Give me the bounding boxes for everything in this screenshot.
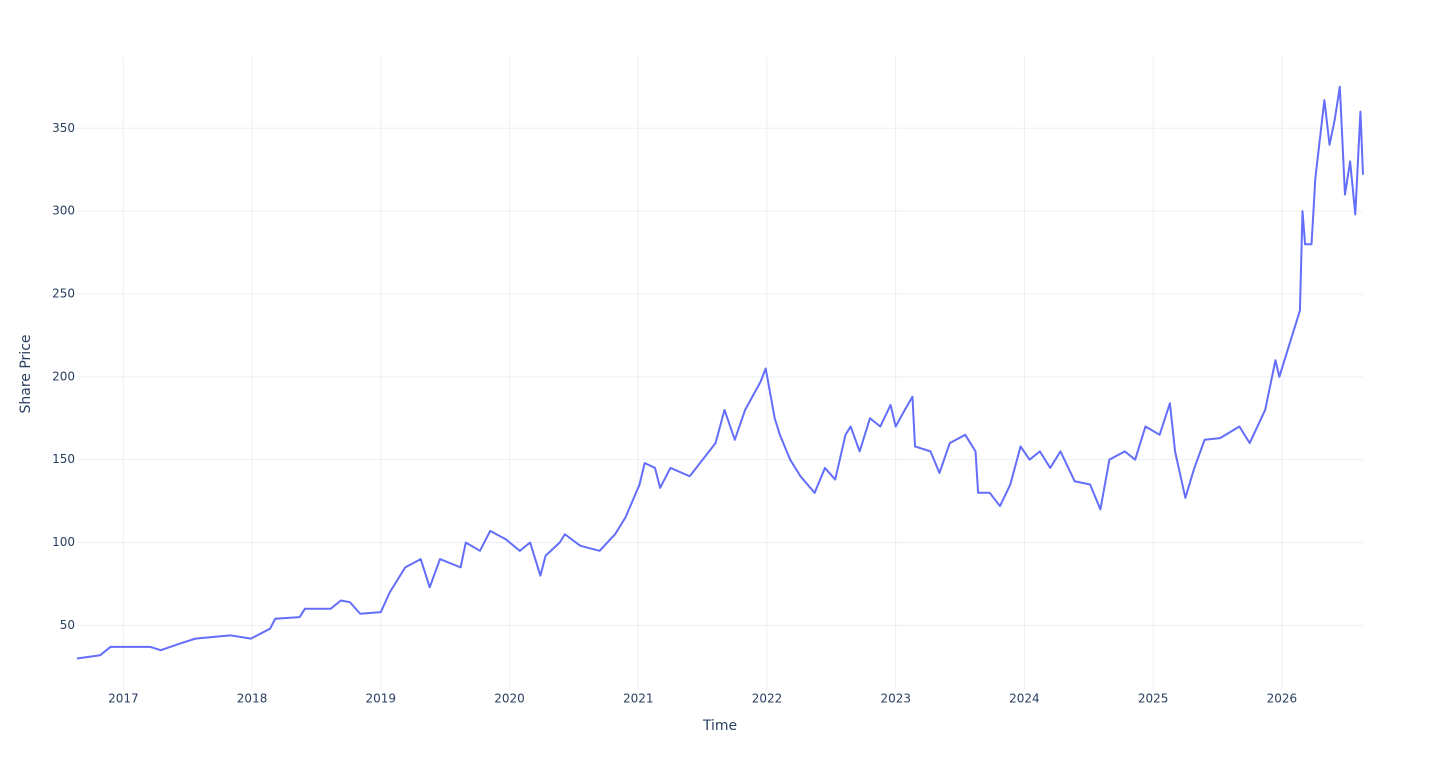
grid: [77, 57, 1363, 690]
y-tick-label: 100: [52, 535, 75, 549]
x-tick-label: 2021: [623, 692, 654, 706]
price-line: [76, 85, 1364, 660]
y-tick-label: 250: [52, 286, 75, 300]
x-tick-label: 2017: [108, 692, 139, 706]
x-tick-label: 2020: [494, 692, 525, 706]
y-tick-label: 50: [60, 618, 75, 632]
x-tick-label: 2023: [880, 692, 911, 706]
y-axis-title: Share Price: [18, 334, 34, 413]
x-tick-label: 2025: [1138, 692, 1169, 706]
y-tick-label: 350: [52, 121, 75, 135]
y-tick-label: 150: [52, 452, 75, 466]
x-tick-label: 2024: [1009, 692, 1040, 706]
x-tick-label: 2026: [1267, 692, 1298, 706]
x-tick-label: 2018: [237, 692, 268, 706]
y-tick-label: 300: [52, 204, 75, 218]
x-tick-label: 2019: [366, 692, 397, 706]
x-tick-label: 2022: [752, 692, 783, 706]
x-axis-title: Time: [702, 718, 737, 734]
plot-area: [76, 85, 1364, 660]
y-tick-label: 200: [52, 369, 75, 383]
